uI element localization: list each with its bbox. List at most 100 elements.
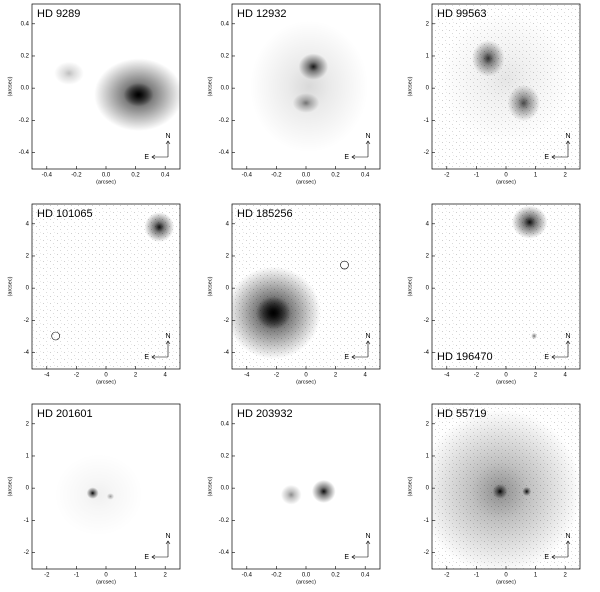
image bbox=[51, 212, 175, 341]
x-tick-label: 0.4 bbox=[361, 573, 370, 579]
y-tick-label: -4 bbox=[424, 350, 430, 356]
x-tick-label: -0.2 bbox=[271, 173, 282, 179]
compass bbox=[351, 340, 371, 360]
y-axis-label: (arcsec) bbox=[207, 76, 213, 96]
y-tick-label: 0 bbox=[426, 486, 430, 492]
y-tick-label: -4 bbox=[24, 350, 30, 356]
star-blob bbox=[439, 12, 573, 145]
compass bbox=[151, 340, 171, 360]
y-tick-label: -2 bbox=[424, 318, 430, 324]
y-tick-label: 0 bbox=[226, 286, 230, 292]
x-tick-label: 0 bbox=[304, 373, 308, 379]
x-tick-label: -0.2 bbox=[71, 173, 82, 179]
y-tick-label: -4 bbox=[224, 350, 230, 356]
y-tick-label: -0.2 bbox=[219, 118, 230, 124]
x-tick-label: -1 bbox=[474, 573, 480, 579]
star-blob bbox=[54, 453, 143, 536]
compass bbox=[551, 140, 571, 160]
x-tick-label: -1 bbox=[474, 173, 480, 179]
compass-north: N bbox=[365, 333, 370, 340]
marker-circle bbox=[340, 260, 349, 270]
y-tick-label: 0 bbox=[426, 86, 430, 92]
marker-circle bbox=[51, 331, 60, 341]
star-blob bbox=[531, 332, 538, 340]
star-blob bbox=[54, 61, 84, 85]
y-tick-label: 0 bbox=[26, 486, 30, 492]
compass-east: E bbox=[344, 554, 349, 561]
compass bbox=[151, 540, 171, 560]
y-tick-label: 0 bbox=[426, 286, 430, 292]
x-tick-label: 0 bbox=[104, 573, 108, 579]
x-tick-label: -2 bbox=[474, 373, 480, 379]
panel: -2 -1 0 1 2 2 1 0 -1 -2 (arcsec) (arcsec) HD 201601 N… bbox=[7, 403, 181, 585]
x-axis-label: (arcsec) bbox=[296, 179, 316, 185]
compass-east: E bbox=[144, 354, 149, 361]
x-tick-label: 2 bbox=[564, 173, 568, 179]
star-blob bbox=[298, 53, 329, 80]
compass-north: N bbox=[165, 333, 170, 340]
y-tick-label: 2 bbox=[26, 421, 30, 427]
x-axis-label: (arcsec) bbox=[96, 179, 116, 185]
compass-east: E bbox=[544, 154, 549, 161]
panel: -0.4 -0.2 0.0 0.2 0.4 0.4 0.2 0.0 -0.2 -0.4 (arcse… bbox=[207, 3, 381, 185]
image bbox=[511, 205, 548, 340]
y-tick-label: 2 bbox=[426, 21, 430, 27]
y-tick-label: 0.4 bbox=[21, 21, 30, 27]
star-blob bbox=[280, 484, 302, 505]
y-tick-label: 4 bbox=[426, 221, 430, 227]
star-name: HD 9289 bbox=[37, 8, 80, 20]
y-tick-label: -0.4 bbox=[219, 550, 230, 556]
x-tick-label: 1 bbox=[534, 173, 538, 179]
image bbox=[439, 12, 573, 145]
compass-north: N bbox=[565, 333, 570, 340]
x-tick-label: 0 bbox=[504, 173, 508, 179]
image bbox=[280, 479, 336, 505]
x-tick-label: 4 bbox=[164, 373, 168, 379]
x-tick-label: 0.2 bbox=[331, 173, 340, 179]
compass-north: N bbox=[365, 133, 370, 140]
panel: -0.4 -0.2 0.0 0.2 0.4 0.4 0.2 0.0 -0.2 -0.4 (arcse… bbox=[7, 3, 181, 185]
x-tick-label: 2 bbox=[564, 573, 568, 579]
y-tick-label: 2 bbox=[26, 254, 30, 260]
y-tick-label: -2 bbox=[224, 318, 230, 324]
star-blob bbox=[492, 484, 508, 499]
star-name: HD 55719 bbox=[437, 408, 487, 420]
x-tick-label: 1 bbox=[134, 573, 138, 579]
x-tick-label: 0.2 bbox=[131, 173, 140, 179]
y-tick-label: -1 bbox=[424, 118, 430, 124]
star-blob bbox=[255, 296, 292, 330]
x-tick-label: 0 bbox=[504, 573, 508, 579]
star-blob bbox=[144, 212, 175, 242]
x-tick-label: 2 bbox=[164, 573, 168, 579]
panel: -4 -2 0 2 4 4 2 0 -2 -4 (arcsec) (arcsec) HD 185256 N… bbox=[207, 203, 381, 385]
compass-east: E bbox=[344, 154, 349, 161]
y-tick-label: 0.2 bbox=[221, 454, 230, 460]
x-tick-label: 0.0 bbox=[102, 173, 111, 179]
x-tick-label: -1 bbox=[74, 573, 80, 579]
y-axis-label: (arcsec) bbox=[407, 476, 413, 496]
y-axis-label: (arcsec) bbox=[407, 76, 413, 96]
x-tick-label: -2 bbox=[74, 373, 80, 379]
y-axis-label: (arcsec) bbox=[207, 476, 213, 496]
compass bbox=[151, 140, 171, 160]
y-axis-label: (arcsec) bbox=[7, 476, 13, 496]
x-tick-label: 4 bbox=[564, 373, 568, 379]
y-tick-label: 4 bbox=[26, 221, 30, 227]
y-tick-label: 1 bbox=[426, 454, 430, 460]
y-tick-label: -2 bbox=[424, 550, 430, 556]
star-blob bbox=[522, 486, 532, 497]
compass-east: E bbox=[144, 154, 149, 161]
x-axis-label: (arcsec) bbox=[496, 179, 516, 185]
star-blob bbox=[311, 479, 336, 504]
star-name: HD 196470 bbox=[437, 351, 493, 363]
compass bbox=[351, 140, 371, 160]
compass-north: N bbox=[565, 533, 570, 540]
y-tick-label: -0.2 bbox=[219, 518, 230, 524]
star-name: HD 101065 bbox=[37, 208, 93, 220]
y-axis-label: (arcsec) bbox=[207, 276, 213, 296]
y-tick-label: 0.4 bbox=[221, 421, 230, 427]
star-blob bbox=[511, 205, 548, 239]
compass bbox=[351, 540, 371, 560]
y-tick-label: -0.2 bbox=[19, 118, 30, 124]
y-axis-label: (arcsec) bbox=[7, 76, 13, 96]
